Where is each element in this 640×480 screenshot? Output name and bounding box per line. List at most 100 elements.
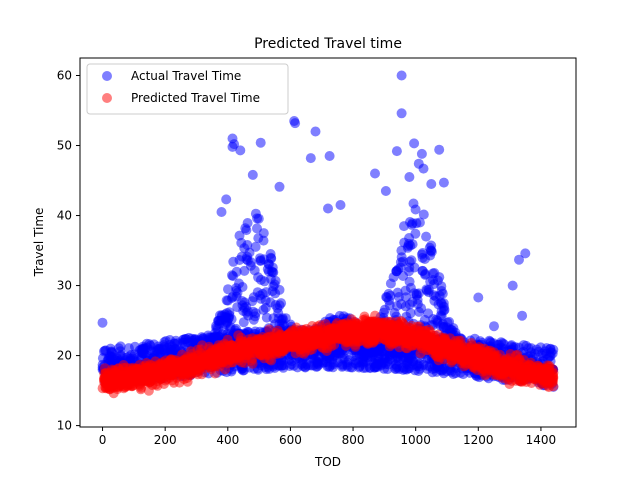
actual-point — [507, 280, 518, 291]
predicted-point — [211, 348, 222, 359]
x-tick-label: 200 — [154, 433, 177, 447]
predicted-point — [401, 338, 412, 349]
predicted-point — [379, 334, 390, 345]
actual-point — [421, 231, 432, 242]
actual-point — [450, 368, 461, 379]
actual-point — [97, 317, 108, 328]
actual-point — [243, 310, 254, 321]
actual-point — [335, 200, 346, 210]
actual-point — [305, 153, 316, 164]
predicted-point — [388, 331, 398, 342]
predicted-point — [338, 330, 349, 341]
actual-point — [231, 266, 242, 277]
predicted-point — [246, 355, 257, 366]
predicted-point — [119, 381, 130, 392]
actual-point — [547, 348, 558, 359]
actual-point — [526, 343, 537, 354]
chart-title: Predicted Travel time — [254, 36, 402, 52]
predicted-point — [315, 320, 325, 331]
actual-point — [379, 304, 390, 315]
actual-point — [357, 357, 368, 367]
actual-point — [280, 313, 291, 324]
legend-label-predicted: Predicted Travel Time — [131, 91, 260, 105]
actual-point — [312, 359, 323, 369]
y-tick-label: 30 — [57, 279, 72, 293]
x-tick-label: 1200 — [463, 433, 494, 447]
actual-point — [255, 253, 265, 264]
actual-point — [278, 362, 289, 373]
legend-box — [86, 63, 289, 115]
predicted-point — [363, 319, 374, 330]
predicted-point — [280, 334, 291, 345]
x-tick-label: 400 — [216, 433, 239, 447]
actual-point — [389, 308, 400, 318]
actual-point — [484, 335, 495, 346]
actual-point — [265, 249, 276, 259]
actual-point — [324, 151, 335, 161]
predicted-point — [397, 317, 408, 328]
predicted-point — [268, 335, 279, 346]
predicted-point — [99, 373, 110, 384]
actual-point — [234, 278, 244, 289]
actual-point — [510, 342, 521, 353]
actual-point — [396, 108, 407, 119]
y-tick-label: 40 — [57, 209, 72, 223]
actual-point — [268, 267, 279, 278]
predicted-point — [255, 340, 266, 351]
predicted-point — [537, 375, 548, 386]
predicted-point — [144, 377, 155, 388]
actual-point — [183, 332, 194, 343]
actual-point — [227, 141, 238, 152]
predicted-point — [224, 354, 235, 365]
predicted-point — [201, 354, 212, 365]
actual-point — [261, 364, 272, 375]
actual-point — [434, 144, 445, 155]
actual-point — [436, 311, 447, 322]
actual-point — [371, 347, 382, 358]
actual-point — [261, 312, 272, 323]
predicted-point — [109, 367, 120, 378]
predicted-point — [350, 339, 361, 350]
predicted-point — [239, 336, 250, 347]
y-tick-label: 60 — [57, 69, 72, 83]
x-tick-label: 800 — [342, 433, 365, 447]
actual-point — [236, 251, 247, 262]
actual-point — [221, 295, 232, 306]
actual-point — [413, 288, 424, 299]
predicted-point — [104, 381, 115, 392]
predicted-point — [172, 363, 183, 373]
actual-point — [144, 339, 155, 350]
predicted-point — [455, 346, 466, 357]
x-tick-label: 1400 — [526, 433, 557, 447]
predicted-point — [363, 334, 374, 345]
actual-point — [428, 290, 439, 301]
y-tick-label: 10 — [57, 419, 72, 433]
predicted-point — [472, 343, 483, 354]
actual-point — [390, 363, 401, 374]
actual-point — [345, 362, 356, 373]
actual-point — [396, 70, 407, 81]
predicted-point — [183, 365, 194, 376]
actual-point — [413, 366, 424, 376]
actual-point — [403, 238, 414, 249]
y-tick-label: 50 — [57, 139, 72, 153]
actual-point — [136, 347, 147, 358]
actual-point — [250, 308, 261, 319]
actual-point — [241, 225, 252, 236]
y-axis-label: Travel Time — [32, 208, 46, 278]
actual-point — [426, 179, 437, 189]
predicted-point — [154, 372, 165, 383]
predicted-point — [384, 341, 395, 352]
predicted-point — [192, 344, 203, 355]
legend-label-actual: Actual Travel Time — [131, 69, 241, 83]
plot-frame — [79, 57, 577, 428]
predicted-point — [295, 330, 306, 341]
predicted-point — [193, 365, 204, 376]
predicted-point — [497, 373, 508, 383]
legend: Actual Travel Time Predicted Travel Time — [86, 63, 289, 115]
actual-point — [225, 323, 236, 334]
predicted-point — [414, 325, 425, 336]
predicted-point — [349, 316, 360, 327]
